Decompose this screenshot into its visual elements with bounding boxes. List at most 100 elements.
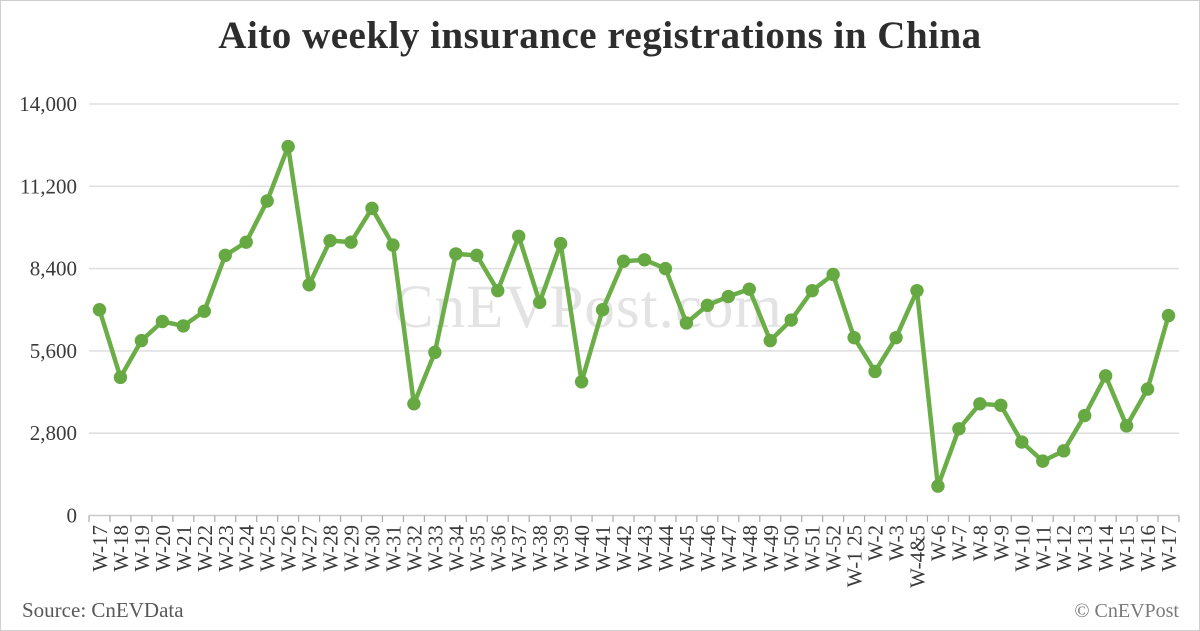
y-axis-label: 5,600 bbox=[30, 339, 77, 363]
watermark: CnEVPost.com bbox=[393, 274, 783, 341]
x-axis-label: W-11 bbox=[1031, 525, 1055, 571]
x-axis-label: W-32 bbox=[402, 525, 426, 572]
x-axis-label: W-10 bbox=[1010, 525, 1034, 572]
data-point bbox=[218, 248, 232, 263]
x-axis-label: W-2 bbox=[864, 525, 888, 561]
copyright-label: © CnEVPost bbox=[1074, 600, 1179, 622]
x-axis-label: W-3 bbox=[885, 525, 909, 561]
data-point bbox=[973, 397, 987, 411]
x-axis-label: W-38 bbox=[528, 525, 552, 572]
data-point bbox=[92, 303, 107, 317]
x-axis-label: W-50 bbox=[780, 525, 804, 572]
data-point bbox=[931, 479, 945, 493]
data-point bbox=[952, 422, 966, 436]
x-axis-label: W-49 bbox=[759, 525, 783, 572]
x-axis-label: W-41 bbox=[591, 525, 615, 572]
x-axis-label: W-51 bbox=[801, 525, 825, 572]
data-point bbox=[386, 238, 400, 252]
data-point bbox=[1015, 435, 1029, 449]
data-point bbox=[889, 330, 903, 345]
data-point bbox=[721, 289, 736, 304]
data-point bbox=[302, 278, 316, 292]
y-axis-label: 2,800 bbox=[30, 421, 77, 445]
data-point bbox=[805, 283, 819, 298]
x-axis-label: W-26 bbox=[277, 525, 301, 572]
data-point bbox=[134, 333, 149, 348]
x-axis-label: W-44 bbox=[654, 525, 678, 572]
data-point bbox=[155, 314, 170, 329]
x-axis-label: W-28 bbox=[319, 525, 343, 572]
x-axis-label: W-4&5 bbox=[905, 525, 929, 588]
data-point bbox=[679, 316, 694, 330]
x-axis-label: W-40 bbox=[570, 525, 594, 572]
x-axis-label: W-30 bbox=[360, 525, 384, 572]
data-point bbox=[281, 139, 295, 154]
x-axis-label: W-42 bbox=[612, 525, 636, 572]
data-point bbox=[323, 233, 337, 248]
x-axis-label: W-12 bbox=[1052, 525, 1076, 572]
x-axis-label: W-21 bbox=[172, 525, 196, 572]
data-point bbox=[1077, 408, 1092, 423]
data-point bbox=[491, 283, 505, 298]
data-point bbox=[344, 235, 358, 249]
data-point bbox=[742, 282, 756, 296]
data-point bbox=[1140, 382, 1155, 396]
data-point bbox=[1119, 419, 1134, 433]
weekly-registrations-line-chart: 02,8005,6008,40011,20014,000W-17W-18W-19… bbox=[19, 92, 1181, 588]
data-point bbox=[197, 304, 211, 318]
x-axis-label: W-14 bbox=[1094, 525, 1118, 572]
data-point bbox=[1036, 454, 1050, 468]
data-point bbox=[826, 267, 840, 282]
data-point bbox=[365, 201, 379, 216]
y-axis-label: 0 bbox=[67, 504, 78, 528]
x-axis-label: W-37 bbox=[507, 525, 531, 572]
data-point bbox=[574, 375, 589, 389]
data-point bbox=[428, 345, 442, 360]
data-point bbox=[595, 303, 610, 317]
x-axis-label: W-15 bbox=[1115, 525, 1139, 572]
x-axis-label: W-24 bbox=[235, 525, 259, 572]
source-label: Source: CnEVData bbox=[22, 598, 184, 622]
data-point bbox=[1098, 369, 1113, 383]
x-axis-label: W-25 bbox=[256, 525, 280, 572]
y-axis-label: 14,000 bbox=[19, 92, 77, 116]
data-point bbox=[994, 398, 1008, 412]
x-axis-label: W-9 bbox=[989, 525, 1013, 561]
data-point bbox=[847, 330, 861, 345]
data-point bbox=[784, 313, 798, 327]
data-point bbox=[512, 229, 526, 243]
data-point bbox=[763, 333, 777, 348]
data-point bbox=[616, 254, 631, 268]
y-axis-label: 11,200 bbox=[20, 174, 77, 198]
x-axis-label: W-33 bbox=[423, 525, 447, 572]
data-point bbox=[260, 194, 274, 208]
x-axis-label: W-47 bbox=[717, 525, 741, 572]
data-point bbox=[637, 253, 652, 267]
data-point bbox=[700, 298, 715, 313]
data-point bbox=[239, 235, 253, 249]
x-axis-label: W-43 bbox=[633, 525, 657, 572]
chart-title: Aito weekly insurance registrations in C… bbox=[218, 14, 982, 57]
data-point bbox=[553, 236, 568, 251]
x-axis-label: W-27 bbox=[298, 525, 322, 572]
x-axis-label: W-8 bbox=[968, 525, 992, 561]
data-point bbox=[470, 248, 484, 263]
data-point bbox=[532, 295, 547, 310]
x-axis-label: W-19 bbox=[130, 525, 154, 572]
data-point bbox=[658, 261, 673, 276]
data-point bbox=[868, 364, 882, 379]
x-axis-label: W-23 bbox=[214, 525, 238, 572]
data-point bbox=[113, 370, 128, 385]
x-axis-label: W-1 25 bbox=[843, 525, 867, 587]
data-point bbox=[1161, 308, 1176, 323]
x-axis-label: W-16 bbox=[1136, 525, 1160, 572]
x-axis-label: W-36 bbox=[486, 525, 510, 572]
data-point bbox=[449, 247, 463, 261]
data-point bbox=[176, 319, 191, 333]
data-point bbox=[1057, 444, 1071, 458]
x-axis-label: W-29 bbox=[340, 525, 364, 572]
y-axis-label: 8,400 bbox=[30, 257, 77, 281]
x-axis-label: W-6 bbox=[926, 525, 950, 561]
x-axis-label: W-31 bbox=[381, 525, 405, 572]
